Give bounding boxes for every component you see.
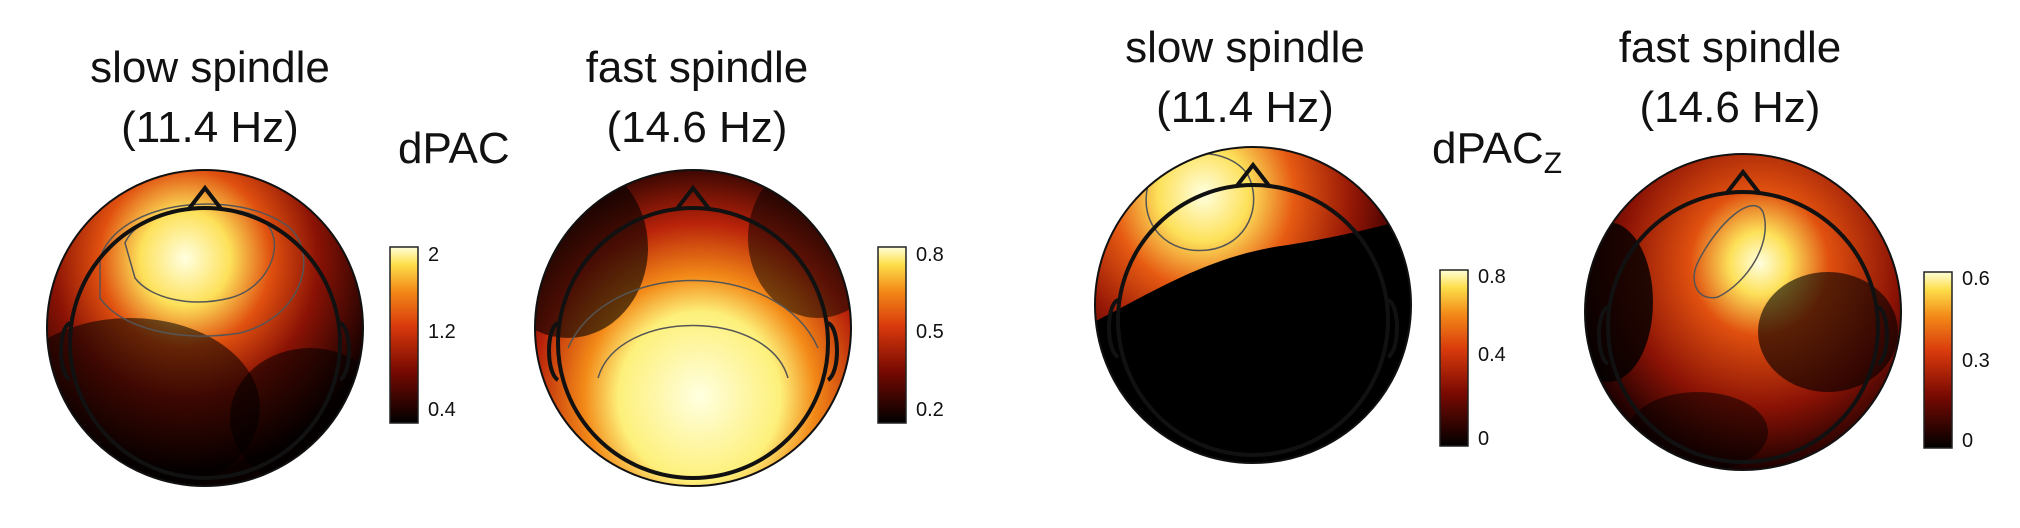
measure-label-dpac-text: dPAC xyxy=(398,124,510,173)
topomap-4-head-outline xyxy=(1606,190,1880,464)
panel-3-title-line2: (11.4 Hz) xyxy=(1156,83,1334,132)
topomap-2-right-ear xyxy=(826,321,839,382)
panel-4-title: fast spindle (14.6 Hz) xyxy=(1520,18,1940,138)
topomap-1-nose xyxy=(186,184,224,212)
colorbar-4-tick-bottom: 0 xyxy=(1962,430,1974,452)
panel-2-title-line1: fast spindle xyxy=(585,43,809,92)
panel-1-title-line2: (11.4 Hz) xyxy=(121,103,299,152)
measure-label-dpac: dPAC xyxy=(398,124,510,174)
topomap-3-nose xyxy=(1234,161,1272,189)
topomap-3-left-ear xyxy=(1107,298,1120,359)
panel-2-title-line2: (14.6 Hz) xyxy=(606,103,788,152)
topomap-3-right-ear xyxy=(1386,298,1399,359)
topomap-1-boundary xyxy=(46,169,364,487)
colorbar-2 xyxy=(877,246,907,424)
panel-2-title: fast spindle (14.6 Hz) xyxy=(487,38,907,158)
topomap-slow-spindle-dpac xyxy=(46,169,364,487)
topomap-fast-spindle-dpacz xyxy=(1584,153,1902,471)
topomap-4-low-right xyxy=(1758,272,1898,392)
topomap-2-nose xyxy=(674,184,712,212)
measure-label-dpacz-text: dPAC xyxy=(1432,124,1544,173)
topomap-slow-spindle-dpacz xyxy=(1094,146,1412,464)
panel-4-title-line2: (14.6 Hz) xyxy=(1639,83,1821,132)
colorbar-4-tick-top: 0.6 xyxy=(1962,268,1990,290)
colorbar-3-tick-bottom: 0 xyxy=(1478,428,1490,450)
topomap-4-boundary xyxy=(1584,153,1902,471)
topomap-2-boundary xyxy=(534,169,852,487)
colorbar-3-tick-top: 0.8 xyxy=(1478,266,1506,288)
colorbar-4 xyxy=(1923,271,1953,449)
topomap-4-left-ear xyxy=(1597,305,1610,366)
colorbar-2-tick-bottom: 0.2 xyxy=(916,399,944,421)
topomap-2-head-outline xyxy=(556,206,830,480)
topomap-2-low-region xyxy=(535,170,648,338)
topomap-1-left-ear xyxy=(59,321,72,382)
topomap-fast-spindle-dpac xyxy=(534,169,852,487)
topomap-2-left-ear xyxy=(547,321,560,382)
topomap-1-contour-outer xyxy=(99,203,305,337)
panel-4-title-line1: fast spindle xyxy=(1618,23,1842,72)
colorbar-2-tick-mid: 0.5 xyxy=(916,321,944,343)
topomap-3-boundary xyxy=(1094,146,1412,464)
colorbar-3-tick-mid: 0.4 xyxy=(1478,344,1506,366)
panel-3-title: slow spindle (11.4 Hz) xyxy=(1035,18,1455,138)
colorbar-1-tick-bottom: 0.4 xyxy=(428,399,456,421)
colorbar-1-tick-top: 2 xyxy=(428,244,440,266)
topomap-2-contour xyxy=(597,324,789,379)
topomap-1-head-outline xyxy=(68,206,342,480)
topomap-4-right-ear xyxy=(1876,305,1889,366)
colorbar-2-tick-top: 0.8 xyxy=(916,244,944,266)
colorbar-1 xyxy=(389,246,419,424)
colorbar-1-tick-mid: 1.2 xyxy=(428,321,456,343)
colorbar-4-tick-mid: 0.3 xyxy=(1962,350,1990,372)
topomap-4-contour xyxy=(1693,205,1766,299)
measure-label-dpacz: dPACZ xyxy=(1432,124,1562,181)
topomap-2-contour-outer xyxy=(567,279,819,349)
topomap-3-head-outline xyxy=(1116,183,1390,457)
topomap-4-nose xyxy=(1724,168,1762,196)
colorbar-3 xyxy=(1439,269,1469,447)
panel-3-title-line1: slow spindle xyxy=(1125,23,1365,72)
topomap-3-zero-region xyxy=(1095,215,1411,463)
topomap-1-right-ear xyxy=(338,321,351,382)
panel-1-title-line1: slow spindle xyxy=(90,43,330,92)
panel-1-title: slow spindle (11.4 Hz) xyxy=(0,38,420,158)
measure-label-dpacz-subscript: Z xyxy=(1543,147,1563,180)
